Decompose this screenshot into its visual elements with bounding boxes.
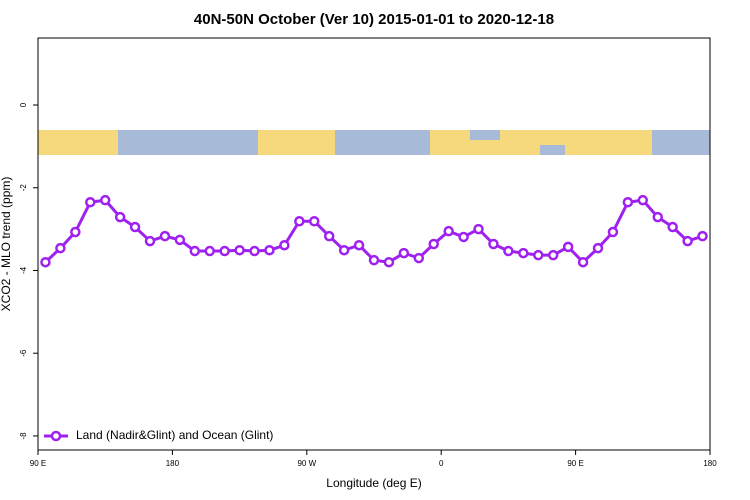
y-tick-label: 0 — [19, 102, 28, 107]
x-axis-label: Longitude (deg E) — [326, 476, 421, 490]
point — [637, 194, 649, 206]
series-line — [44, 198, 704, 265]
point — [458, 231, 469, 243]
point — [592, 242, 604, 254]
point — [323, 230, 335, 242]
point — [667, 221, 678, 233]
point — [294, 215, 305, 227]
point — [533, 249, 544, 261]
point — [174, 234, 186, 246]
point — [114, 211, 126, 223]
point — [338, 244, 350, 256]
point — [682, 235, 693, 247]
point — [518, 247, 529, 259]
point — [353, 239, 365, 251]
point — [577, 256, 589, 268]
point — [55, 242, 66, 254]
x-tick-label: 0 — [439, 459, 444, 468]
y-tick-label: -6 — [19, 349, 28, 357]
x-tick-label: 90 W — [297, 459, 316, 468]
y-tick-label: -2 — [19, 184, 28, 192]
point — [249, 245, 260, 257]
point — [488, 238, 499, 250]
point — [219, 245, 230, 257]
point — [279, 239, 290, 251]
point — [547, 249, 559, 261]
chart-title: 40N-50N October (Ver 10) 2015-01-01 to 2… — [194, 11, 554, 28]
point — [697, 230, 708, 242]
x-tick-label: 90 E — [30, 459, 46, 468]
y-tick-label: -4 — [19, 266, 28, 274]
y-tick-label: -8 — [19, 432, 28, 440]
point — [562, 241, 574, 253]
point — [40, 256, 51, 268]
x-tick-label: 180 — [166, 459, 180, 468]
point — [413, 252, 425, 264]
point — [99, 194, 111, 206]
point — [144, 235, 156, 247]
map-strip — [38, 130, 710, 155]
y-axis-label: XCO2 - MLO trend (ppm) — [0, 177, 13, 312]
point — [189, 245, 201, 257]
legend-marker — [50, 430, 62, 442]
point — [503, 245, 514, 257]
point — [159, 230, 171, 242]
point — [622, 196, 634, 208]
x-tick-label: 90 E — [567, 459, 583, 468]
point — [264, 244, 275, 256]
point — [443, 225, 454, 237]
point — [85, 196, 96, 208]
point — [204, 245, 215, 257]
point — [383, 256, 395, 268]
point — [652, 211, 663, 223]
point — [473, 223, 484, 235]
point — [428, 238, 439, 250]
point — [129, 221, 141, 233]
plot-frame — [37, 37, 711, 451]
point — [607, 226, 619, 238]
point — [234, 244, 245, 256]
point — [309, 215, 320, 227]
x-tick-label: 180 — [703, 459, 717, 468]
point — [368, 254, 380, 266]
legend-label: Land (Nadir&Glint) and Ocean (Glint) — [76, 428, 273, 442]
point — [398, 247, 410, 259]
point — [70, 226, 81, 238]
